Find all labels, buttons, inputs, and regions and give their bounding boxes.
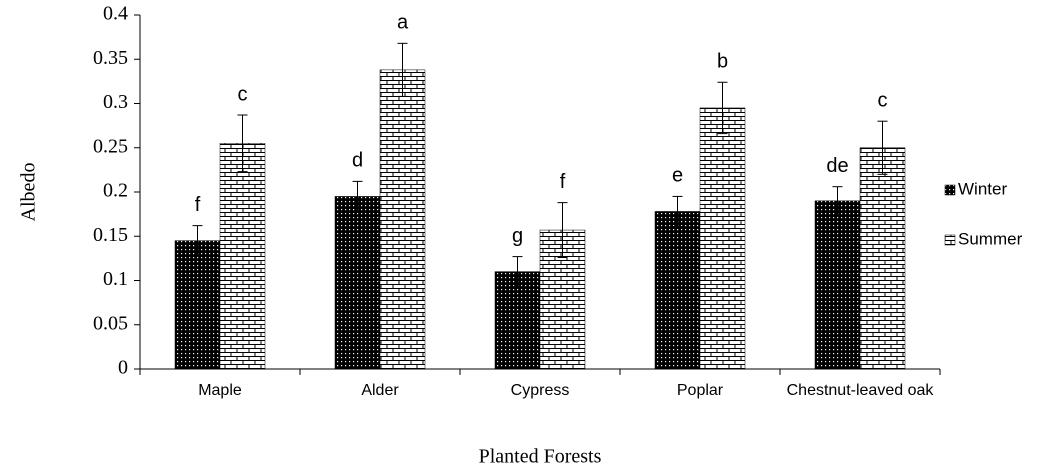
annotation: g (512, 225, 523, 247)
x-tick-label: Chestnut-leaved oak (786, 382, 934, 399)
y-tick-label: 0.1 (103, 268, 128, 290)
bar (859, 147, 906, 370)
bar (654, 211, 701, 370)
bar (334, 196, 381, 370)
bar (379, 69, 426, 370)
bar (219, 143, 266, 370)
annotation: c (238, 83, 248, 105)
annotation: b (717, 51, 728, 73)
legend-swatch (944, 184, 956, 196)
bar (174, 240, 221, 370)
legend-swatch (944, 234, 956, 246)
annotation: f (195, 194, 201, 216)
y-axis-title: Albedo (18, 163, 40, 222)
x-tick-label: Poplar (676, 382, 724, 399)
annotation: c (878, 89, 888, 111)
y-tick-label: 0.25 (93, 135, 128, 157)
annotation: de (826, 155, 848, 177)
y-tick-label: 0.05 (93, 312, 128, 334)
annotation: d (352, 150, 363, 172)
y-tick-label: 0.4 (103, 3, 128, 25)
annotation: a (397, 12, 409, 34)
y-tick-label: 0.3 (103, 91, 128, 113)
bar (699, 107, 746, 370)
x-tick-label: Cypress (510, 382, 570, 399)
bar (814, 200, 861, 370)
legend-label: Summer (958, 229, 1023, 248)
y-tick-label: 0 (118, 357, 128, 379)
y-tick-label: 0.15 (93, 224, 128, 246)
annotation: e (672, 165, 683, 187)
x-tick-label: Maple (198, 382, 242, 399)
annotation: f (560, 171, 566, 193)
x-axis-title: Planted Forests (479, 446, 602, 468)
y-tick-label: 0.2 (103, 180, 128, 202)
bar (494, 271, 541, 370)
x-tick-label: Alder (361, 382, 399, 399)
y-tick-label: 0.35 (93, 47, 128, 69)
legend-label: Winter (958, 179, 1007, 198)
